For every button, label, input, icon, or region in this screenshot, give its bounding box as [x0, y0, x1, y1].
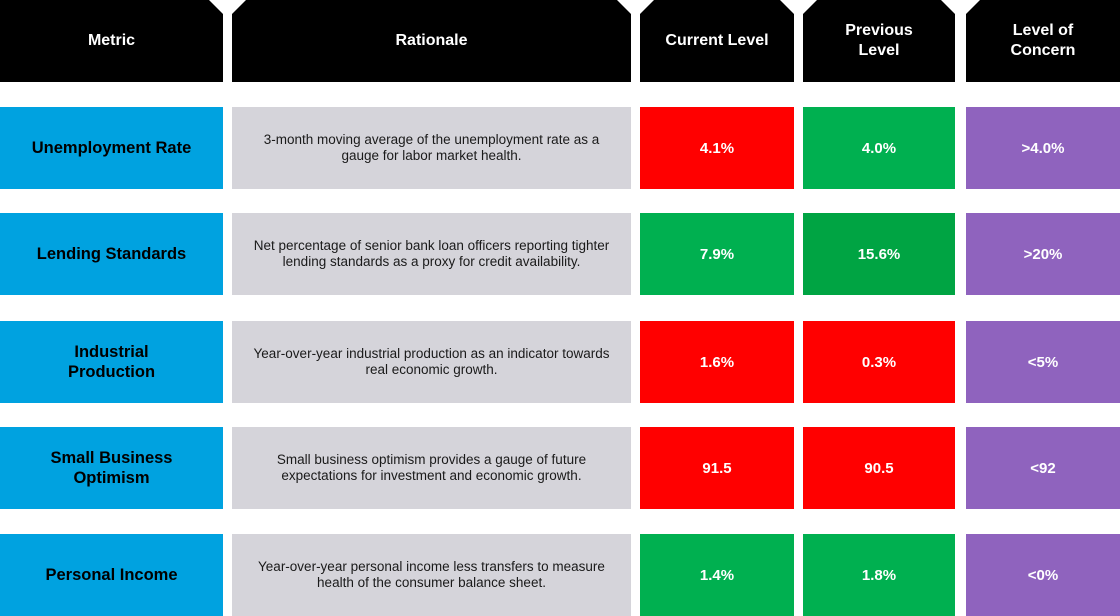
current-level-cell: 1.6%	[640, 321, 794, 403]
current-level-cell: 1.4%	[640, 534, 794, 616]
current-level-cell: 7.9%	[640, 213, 794, 295]
header-previous-level: Previous Level	[803, 0, 955, 82]
level-of-concern-cell: <92	[966, 427, 1120, 509]
previous-level-cell: 0.3%	[803, 321, 955, 403]
header-level-of-concern: Level of Concern	[966, 0, 1120, 82]
metric-cell: Personal Income	[0, 534, 223, 616]
previous-level-cell: 4.0%	[803, 107, 955, 189]
previous-level-cell: 15.6%	[803, 213, 955, 295]
previous-level-cell: 90.5	[803, 427, 955, 509]
metric-cell: Unemployment Rate	[0, 107, 223, 189]
metric-cell: Industrial Production	[0, 321, 223, 403]
metric-cell: Small Business Optimism	[0, 427, 223, 509]
current-level-cell: 4.1%	[640, 107, 794, 189]
rationale-cell: Year-over-year personal income less tran…	[232, 534, 631, 616]
header-rationale: Rationale	[232, 0, 631, 82]
rationale-cell: 3-month moving average of the unemployme…	[232, 107, 631, 189]
rationale-cell: Year-over-year industrial production as …	[232, 321, 631, 403]
metric-cell: Lending Standards	[0, 213, 223, 295]
rationale-cell: Net percentage of senior bank loan offic…	[232, 213, 631, 295]
level-of-concern-cell: <5%	[966, 321, 1120, 403]
level-of-concern-cell: >4.0%	[966, 107, 1120, 189]
header-current-level: Current Level	[640, 0, 794, 82]
rationale-cell: Small business optimism provides a gauge…	[232, 427, 631, 509]
previous-level-cell: 1.8%	[803, 534, 955, 616]
level-of-concern-cell: <0%	[966, 534, 1120, 616]
header-metric: Metric	[0, 0, 223, 82]
level-of-concern-cell: >20%	[966, 213, 1120, 295]
current-level-cell: 91.5	[640, 427, 794, 509]
